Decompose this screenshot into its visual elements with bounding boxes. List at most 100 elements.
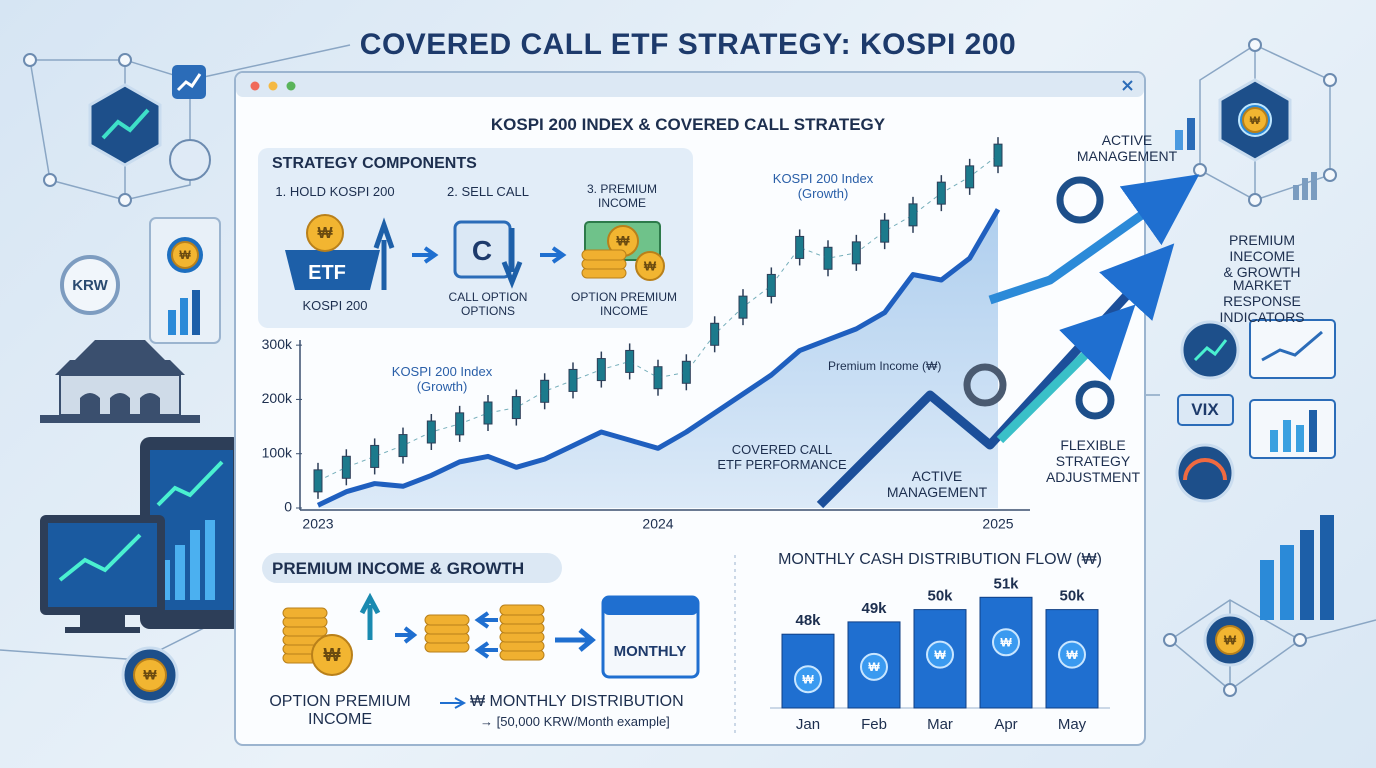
annotation: Premium Income (₩): [828, 359, 942, 373]
candle: [823, 246, 833, 270]
coin: [311, 634, 353, 676]
step-caption: CALL OPTION OPTIONS: [448, 290, 528, 318]
annotation: KOSPI 200 Index (Growth): [391, 364, 493, 394]
series-label: COVERED CALL ETF PERFORMANCE: [717, 442, 847, 472]
coin: [1242, 107, 1268, 133]
candle: [511, 396, 521, 420]
y-tick-label: 200k: [262, 390, 293, 406]
coin-symbol: ₩: [179, 248, 191, 262]
right-decor: [1175, 118, 1336, 667]
value-label: 50k: [1059, 588, 1085, 605]
coin-symbol: ₩: [644, 258, 657, 273]
coin-stack: [424, 614, 470, 626]
bar-coin-symbol: ₩: [802, 672, 814, 686]
call-icon: C: [471, 235, 493, 266]
x-tick-label: Jan: [796, 716, 820, 733]
candle: [540, 379, 550, 403]
x-tick-label: 2024: [642, 516, 673, 532]
annotation: ACTIVE MANAGEMENT: [886, 468, 988, 501]
coin-symbol: ₩: [317, 225, 333, 242]
candle: [370, 444, 380, 468]
value-label: 51k: [993, 575, 1019, 592]
step-label: 3. PREMIUM INCOME: [586, 182, 658, 210]
candle: [483, 401, 493, 425]
y-tick-label: 300k: [262, 336, 293, 352]
x-tick-label: 2025: [982, 516, 1013, 532]
x-tick-label: Apr: [994, 716, 1017, 733]
candle: [993, 143, 1003, 167]
step-label: 1. HOLD KOSPI 200: [275, 184, 395, 199]
candle: [766, 273, 776, 297]
coin-symbol: ₩: [1250, 115, 1261, 127]
side-item: MARKET RESPONSE INDICATORS: [1219, 277, 1305, 326]
coin-stack: [499, 604, 545, 616]
series-line: [316, 208, 1001, 508]
coin-symbol: ₩: [324, 645, 341, 665]
income-title: PREMIUM INCOME & GROWTH: [272, 559, 525, 578]
coin: [635, 251, 665, 281]
components-title: STRATEGY COMPONENTS: [272, 155, 477, 172]
income-example: → [50,000 KRW/Month example]: [480, 714, 670, 729]
candle: [795, 235, 805, 259]
bar-coin-symbol: ₩: [1066, 648, 1078, 662]
y-tick-label: 100k: [262, 444, 293, 460]
coin-symbol: ₩: [1224, 632, 1237, 647]
series-area: [318, 209, 998, 508]
y-tick-label: 0: [284, 499, 292, 515]
growth-arrows: [816, 174, 1200, 509]
bar-coin-symbol: ₩: [1000, 635, 1012, 649]
bar-title: MONTHLY CASH DISTRIBUTION FLOW (₩): [778, 551, 1102, 568]
bar-coin-symbol: ₩: [868, 660, 880, 674]
left-decor: [40, 217, 243, 704]
etf-icon: ETF: [308, 262, 346, 284]
plot-area: 0 100k 200k 300k 2023 2024 2025: [262, 137, 1014, 532]
calendar-label: MONTHLY: [613, 643, 687, 660]
series-line: [317, 154, 999, 482]
coin: [133, 658, 167, 692]
side-heading: ACTIVE MANAGEMENT: [1076, 132, 1178, 165]
annotation: FLEXIBLE STRATEGY ADJUSTMENT: [1045, 437, 1141, 486]
candle: [653, 366, 663, 390]
value-label: 49k: [861, 600, 887, 617]
step-caption: OPTION PREMIUM INCOME: [570, 290, 678, 318]
income-distribution: ₩ MONTHLY DISTRIBUTION: [470, 693, 684, 710]
x-tick-label: May: [1058, 716, 1087, 733]
candle: [625, 349, 635, 373]
coin-stack: [581, 249, 627, 261]
chart-frame: [299, 340, 1030, 511]
side-item: PREMIUM INECOME & GROWTH: [1223, 232, 1301, 281]
coin: [306, 214, 344, 252]
income-icons: [359, 592, 700, 709]
x-tick-label: Mar: [927, 716, 953, 733]
bar-coin: [992, 628, 1020, 657]
series-label: KOSPI 200 Index (Growth): [772, 171, 874, 201]
bar-coin-symbol: ₩: [934, 648, 946, 662]
candle: [681, 360, 691, 384]
coin: [1215, 625, 1245, 655]
candle: [908, 203, 918, 227]
bar: [781, 633, 835, 709]
candle: [880, 219, 890, 243]
window-heading: KOSPI 200 INDEX & COVERED CALL STRATEGY: [490, 115, 886, 134]
value-label: 50k: [927, 588, 953, 605]
step-label: 2. SELL CALL: [447, 184, 529, 199]
page-title: COVERED CALL ETF STRATEGY: KOSPI 200: [359, 28, 1017, 61]
x-tick-label: Feb: [861, 716, 887, 733]
coin: [171, 241, 199, 269]
bar-coin: [794, 665, 822, 694]
income-source: OPTION PREMIUM INCOME: [269, 693, 411, 729]
krw-badge: KRW: [72, 277, 108, 294]
coin-symbol: ₩: [616, 233, 630, 249]
vix-badge: VIX: [1191, 400, 1219, 419]
bar-coin: [1058, 640, 1086, 669]
bar-chart: MONTHLY CASH DISTRIBUTION FLOW (₩) ₩48k Ja…: [770, 551, 1110, 733]
candle: [398, 434, 408, 458]
coins: ₩ ₩ ₩ ₩ ₩ ₩ ₩ ₩: [133, 107, 1268, 692]
x-tick-label: 2023: [302, 516, 333, 532]
value-label: 48k: [795, 612, 821, 629]
bar-coin: [860, 652, 888, 681]
coin-stack: [282, 607, 328, 619]
coin-symbol: ₩: [143, 667, 157, 683]
